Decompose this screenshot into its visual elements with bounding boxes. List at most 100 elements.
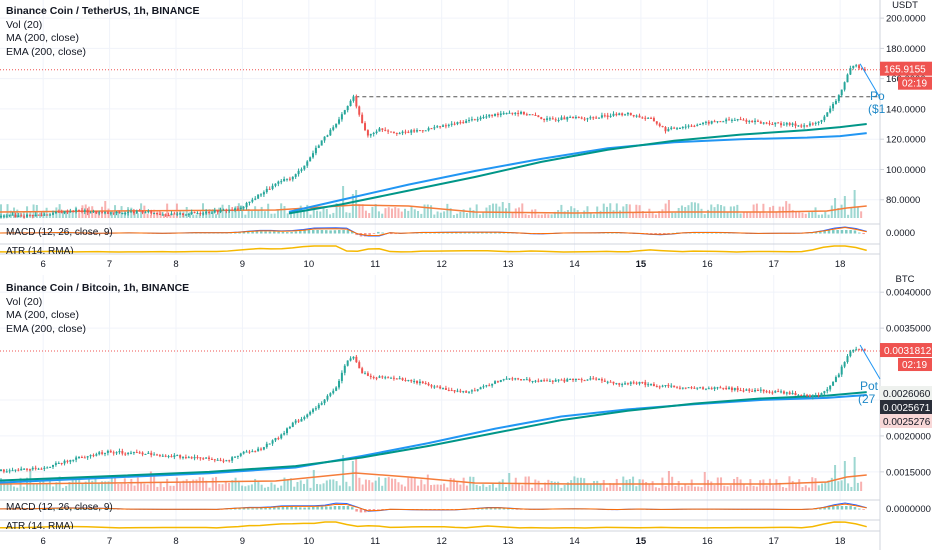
bottom-candle-body bbox=[520, 379, 523, 381]
bottom-price-label-box bbox=[880, 400, 932, 414]
bottom-candle-body bbox=[2, 469, 5, 472]
bottom-volume-bar bbox=[13, 486, 16, 491]
bottom-candle-body bbox=[413, 380, 416, 382]
bottom-volume-bar bbox=[625, 479, 628, 491]
bottom-volume-bar bbox=[185, 479, 188, 491]
bottom-volume-bar bbox=[843, 461, 846, 491]
bottom-macd-histogram-bar bbox=[78, 508, 81, 510]
top-candle-body bbox=[806, 125, 809, 127]
top-candle-body bbox=[260, 194, 263, 196]
top-candle-body bbox=[112, 212, 115, 214]
top-macd-histogram-bar bbox=[247, 231, 250, 234]
bottom-candle-body bbox=[603, 380, 606, 382]
top-macd-histogram-bar bbox=[702, 232, 705, 234]
bottom-volume-bar bbox=[127, 484, 130, 491]
bottom-candle-body bbox=[182, 457, 185, 459]
top-candle-body bbox=[742, 119, 745, 121]
bottom-candle-body bbox=[0, 469, 2, 472]
top-candle-body bbox=[54, 211, 57, 214]
bottom-candle-body bbox=[621, 384, 624, 386]
bottom-volume-bar bbox=[368, 480, 371, 491]
bottom-volume-bar bbox=[215, 476, 218, 491]
bottom-candle-body bbox=[424, 383, 427, 385]
bottom-volume-bar bbox=[312, 469, 315, 491]
top-candle-body bbox=[759, 121, 762, 124]
top-volume-bar bbox=[433, 214, 436, 218]
bottom-volume-bar bbox=[654, 487, 657, 491]
bottom-volume-bar bbox=[371, 482, 374, 491]
bottom-volume-bar bbox=[335, 481, 338, 491]
bottom-volume-bar bbox=[514, 477, 517, 491]
bottom-macd-histogram-bar bbox=[294, 507, 298, 510]
bottom-macd-histogram-bar bbox=[47, 508, 51, 510]
bottom-candle-body bbox=[95, 454, 98, 456]
bottom-volume-bar bbox=[61, 487, 64, 491]
bottom-candle-body bbox=[722, 387, 725, 389]
bottom-volume-bar bbox=[211, 477, 214, 491]
bottom-volume-bar bbox=[537, 480, 540, 491]
bottom-volume-bar bbox=[234, 477, 237, 491]
top-macd-histogram-bar bbox=[710, 232, 714, 234]
bottom-volume-bar bbox=[713, 485, 716, 491]
bottom-volume-bar bbox=[853, 457, 856, 491]
top-candle-body bbox=[34, 214, 37, 217]
top-candle-body bbox=[572, 116, 575, 119]
top-candle-body bbox=[317, 145, 320, 148]
top-volume-bar bbox=[785, 201, 788, 218]
bottom-candle-body bbox=[297, 420, 300, 422]
top-macd-histogram-bar bbox=[489, 232, 493, 234]
top-volume-bar bbox=[185, 206, 188, 218]
top-candle-body bbox=[418, 130, 421, 132]
bottom-candle-body bbox=[366, 373, 369, 376]
top-x-tick-label: 7 bbox=[107, 259, 112, 270]
bottom-volume-bar bbox=[374, 480, 377, 491]
top-volume-bar bbox=[726, 211, 729, 218]
top-volume-bar bbox=[586, 206, 589, 218]
bottom-candle-body bbox=[759, 389, 762, 391]
bottom-chart-pane[interactable]: BTC0.00400000.00350000.00250000.00200000… bbox=[0, 275, 932, 550]
top-volume-bar bbox=[16, 209, 19, 218]
top-candle-body bbox=[860, 68, 863, 70]
bottom-candle-body bbox=[739, 390, 742, 392]
top-macd-histogram-bar bbox=[502, 232, 506, 234]
bottom-volume-bar bbox=[364, 479, 367, 491]
top-volume-bar bbox=[742, 212, 745, 218]
top-candle-body bbox=[707, 121, 710, 124]
top-volume-bar bbox=[61, 210, 64, 218]
top-candle-body bbox=[650, 117, 653, 119]
bottom-candle-body bbox=[72, 459, 75, 461]
top-candle-body bbox=[635, 115, 638, 117]
top-volume-bar bbox=[306, 204, 309, 218]
top-candle-body bbox=[577, 116, 580, 118]
bottom-x-tick-label: 16 bbox=[702, 536, 713, 547]
bottom-volume-bar bbox=[293, 486, 296, 491]
top-volume-bar bbox=[563, 211, 566, 218]
top-candle-body bbox=[239, 207, 242, 209]
top-volume-bar bbox=[208, 209, 211, 218]
bottom-macd-signal-line bbox=[0, 503, 867, 512]
bottom-candle-body bbox=[52, 464, 55, 467]
top-candle-body bbox=[780, 123, 783, 126]
bottom-volume-bar bbox=[430, 485, 433, 491]
bottom-volume-bar bbox=[198, 477, 201, 491]
bottom-volume-bar bbox=[801, 487, 804, 491]
bottom-volume-bar bbox=[684, 483, 687, 491]
top-candle-body bbox=[398, 133, 401, 135]
bottom-candle-body bbox=[687, 387, 690, 389]
top-volume-bar bbox=[834, 198, 837, 218]
top-candle-body bbox=[219, 209, 222, 213]
bottom-candle-body bbox=[693, 387, 696, 389]
top-chart-pane[interactable]: USDT 200.0000 180.0000 16 0.0000 140.0000 120.… bbox=[0, 0, 932, 275]
bottom-volume-bar bbox=[658, 487, 661, 491]
bottom-volume-bar bbox=[824, 481, 827, 491]
bottom-candle-body bbox=[254, 451, 257, 453]
bottom-volume-bar bbox=[707, 479, 710, 491]
bottom-macd-histogram-bar bbox=[307, 507, 311, 510]
top-candle-body bbox=[453, 123, 456, 125]
top-macd-histogram-bar bbox=[472, 232, 475, 234]
top-macd-histogram-bar bbox=[238, 232, 241, 234]
top-volume-bar bbox=[456, 213, 459, 218]
top-volume-bar bbox=[267, 203, 270, 218]
top-volume-bar bbox=[39, 212, 42, 218]
bottom-candle-body bbox=[277, 438, 280, 440]
